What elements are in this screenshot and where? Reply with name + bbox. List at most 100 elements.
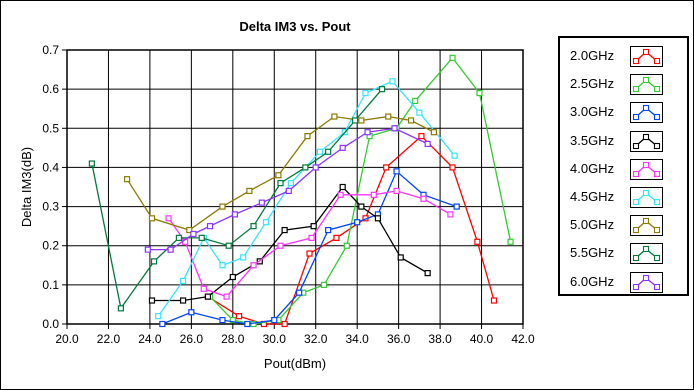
data-point	[412, 97, 419, 104]
x-tick-label: 38.0	[428, 332, 452, 346]
legend-item: 5.0GHz	[570, 213, 685, 237]
legend-label: 5.5GHz	[570, 245, 615, 261]
data-point	[358, 203, 365, 210]
data-point	[175, 234, 183, 241]
legend-swatch-marker	[642, 77, 650, 84]
data-point	[339, 183, 346, 191]
data-point	[507, 238, 514, 245]
x-axis-label: Pout(dBm)	[264, 356, 326, 371]
data-point	[339, 144, 346, 151]
legend-swatch	[630, 215, 663, 237]
data-point	[304, 133, 311, 140]
data-point	[204, 293, 212, 300]
data-point	[325, 148, 332, 155]
legend-label: 4.0GHz	[570, 160, 615, 176]
data-point	[165, 215, 172, 222]
data-point	[325, 226, 332, 234]
data-point	[223, 293, 230, 300]
data-point	[430, 129, 437, 136]
legend-swatch-marker	[653, 57, 661, 65]
data-point	[188, 309, 195, 316]
legend-swatch-marker	[632, 170, 640, 177]
x-tick-label: 22.0	[97, 332, 121, 346]
data-point	[219, 316, 226, 324]
chart-title: Delta IM3 vs. Pout	[239, 19, 351, 34]
data-point	[333, 234, 340, 241]
data-point	[308, 234, 315, 241]
data-point	[354, 219, 361, 226]
data-point	[337, 191, 344, 198]
legend-swatch-marker	[642, 246, 650, 253]
data-point	[124, 176, 131, 183]
data-point	[449, 54, 456, 61]
legend-swatch-marker	[642, 189, 650, 197]
legend-label: 2.0GHz	[570, 48, 615, 63]
legend-swatch-marker	[642, 48, 650, 56]
data-point	[393, 168, 400, 175]
legend-label: 3.5GHz	[570, 132, 615, 148]
data-point	[285, 187, 292, 195]
legend-label: 2.5GHz	[570, 76, 615, 92]
data-point	[451, 152, 458, 159]
data-point	[148, 215, 156, 222]
series-5.0GHz	[124, 113, 437, 234]
data-point	[250, 223, 257, 230]
data-point	[219, 203, 226, 210]
series-line	[91, 88, 383, 310]
series-line	[168, 190, 451, 298]
data-point	[88, 160, 95, 167]
y-tick-label: 0.2	[42, 239, 59, 253]
data-point	[343, 242, 350, 249]
legend-item: 4.5GHz	[570, 185, 685, 209]
legend-label: 3.0GHz	[570, 104, 615, 120]
data-point	[453, 203, 460, 210]
x-tick-label: 24.0	[138, 332, 162, 346]
data-point	[225, 242, 232, 249]
legend-swatch-marker	[632, 283, 640, 290]
data-point	[474, 238, 481, 245]
data-point	[391, 125, 398, 132]
data-point	[449, 164, 456, 171]
data-point	[148, 297, 156, 304]
data-point	[281, 320, 288, 328]
legend-swatch-marker	[632, 198, 640, 206]
legend-swatch-marker	[653, 170, 661, 177]
legend-swatch-marker	[642, 274, 650, 281]
legend-swatch	[630, 271, 663, 293]
data-point	[302, 164, 309, 171]
legend-swatch-marker	[653, 255, 661, 262]
data-point	[262, 219, 270, 226]
x-tick-label: 30.0	[263, 332, 287, 346]
data-point	[364, 129, 371, 136]
data-point	[198, 234, 205, 241]
legend-label: 6.0GHz	[570, 273, 615, 289]
legend-swatch-marker	[653, 114, 661, 121]
data-point	[206, 223, 214, 230]
legend-swatch-marker	[632, 114, 640, 121]
data-point	[418, 133, 425, 140]
data-point	[383, 164, 390, 171]
legend-item: 5.5GHz	[570, 241, 685, 265]
legend-swatch	[630, 130, 663, 152]
data-point	[374, 215, 382, 222]
data-point	[447, 211, 454, 218]
legend-item: 3.0GHz	[570, 100, 685, 124]
legend-swatch-marker	[653, 198, 661, 206]
legend-item: 2.5GHz	[570, 72, 685, 96]
data-point	[424, 140, 431, 148]
data-point	[490, 297, 498, 304]
y-tick-label: 0.1	[42, 278, 59, 292]
data-point	[229, 316, 236, 324]
data-point	[389, 78, 396, 85]
data-point	[167, 246, 174, 253]
legend-label: 5.0GHz	[570, 217, 615, 233]
data-point	[117, 305, 124, 312]
legend-swatch-marker	[642, 218, 650, 225]
data-point	[244, 320, 251, 328]
x-tick-label: 36.0	[387, 332, 411, 346]
legend-swatch	[630, 74, 663, 96]
data-point	[200, 285, 207, 292]
data-point	[240, 254, 247, 261]
data-point	[186, 226, 193, 234]
legend-swatch	[630, 187, 663, 208]
